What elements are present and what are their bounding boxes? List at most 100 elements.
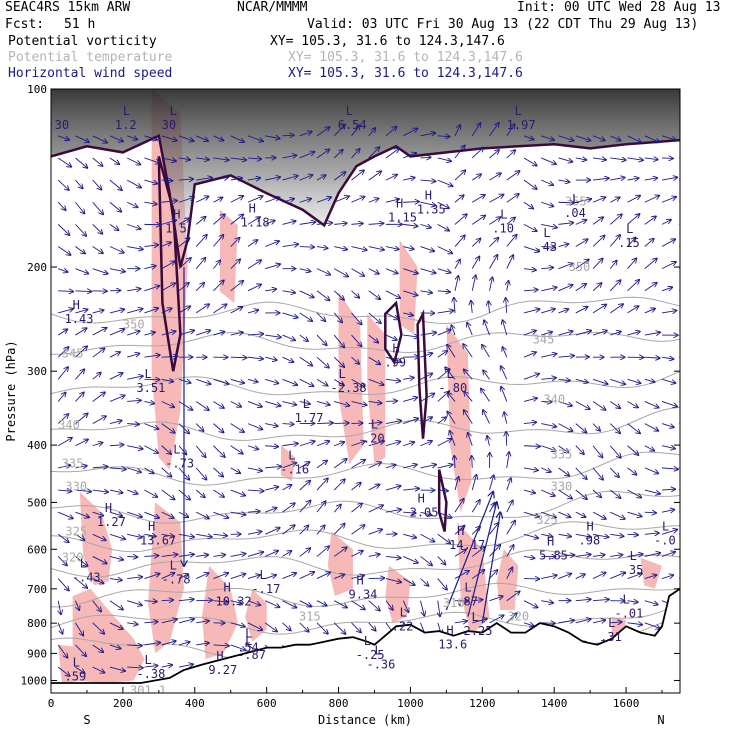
wind-vector bbox=[403, 397, 417, 402]
wind-vector bbox=[403, 247, 414, 250]
wind-vector bbox=[351, 460, 365, 469]
wind-vector bbox=[316, 356, 329, 368]
wind-vector bbox=[679, 555, 680, 557]
stratosphere-shading bbox=[51, 89, 680, 267]
theta-label: 335 bbox=[62, 457, 84, 471]
wind-vector bbox=[454, 550, 466, 557]
theta-label: 325 bbox=[536, 513, 558, 527]
wind-vector bbox=[661, 287, 672, 291]
wind-vector bbox=[333, 547, 347, 557]
wind-vector bbox=[316, 334, 327, 345]
wind-vector bbox=[161, 573, 175, 579]
wind-vector bbox=[144, 445, 158, 453]
wind-vector bbox=[368, 128, 376, 137]
wind-vector bbox=[506, 613, 517, 624]
wind-vector bbox=[679, 423, 680, 425]
wind-vector bbox=[454, 145, 465, 159]
pv-shade-region bbox=[72, 588, 145, 683]
wind-vector bbox=[523, 157, 537, 166]
wind-vector bbox=[178, 664, 193, 667]
wind-vector bbox=[178, 179, 193, 180]
wind-vector bbox=[471, 301, 472, 313]
wind-vector bbox=[454, 195, 464, 203]
wind-vector bbox=[316, 268, 330, 275]
wind-vector bbox=[213, 332, 224, 335]
wind-vector bbox=[385, 356, 401, 362]
pv-shade-region bbox=[148, 502, 184, 654]
wind-vector bbox=[403, 512, 415, 513]
wind-vector bbox=[144, 467, 153, 474]
wind-vector bbox=[178, 330, 194, 336]
extremum-value: .04 bbox=[564, 206, 586, 220]
extremum-kind: L bbox=[173, 443, 180, 457]
wind-vector bbox=[334, 223, 347, 224]
wind-vector bbox=[316, 175, 326, 181]
wind-vector bbox=[489, 475, 494, 491]
wind-vector bbox=[126, 179, 141, 187]
wind-vector bbox=[575, 511, 586, 517]
wind-vector bbox=[482, 345, 490, 358]
wind-vector bbox=[627, 280, 640, 292]
pv-shade-region bbox=[367, 313, 386, 464]
wind-vector bbox=[506, 500, 513, 513]
extremum-value: 1.43 bbox=[65, 312, 94, 326]
wind-vector bbox=[368, 198, 379, 203]
extremum-value: 6.54 bbox=[338, 118, 367, 132]
extremum-kind: H bbox=[587, 520, 594, 534]
wind-vector bbox=[420, 465, 436, 469]
wind-vector bbox=[109, 157, 119, 164]
wind-vector bbox=[420, 157, 430, 158]
wind-vector bbox=[385, 268, 398, 274]
wind-vector bbox=[627, 601, 638, 603]
extremum-kind: L bbox=[144, 653, 151, 667]
wind-vector bbox=[109, 533, 125, 539]
wind-vector bbox=[575, 199, 591, 203]
wind-vector bbox=[247, 357, 263, 359]
extremum-kind: L bbox=[80, 557, 87, 571]
theta-label: 320 bbox=[507, 610, 529, 624]
wind-vector bbox=[464, 369, 473, 380]
wind-vector bbox=[368, 334, 378, 343]
wind-vector bbox=[230, 554, 246, 557]
wind-vector bbox=[558, 331, 573, 336]
wind-vector bbox=[575, 489, 587, 499]
wind-vector bbox=[265, 289, 276, 291]
wind-vector bbox=[627, 135, 641, 142]
wind-vector bbox=[403, 335, 418, 337]
wind-vector bbox=[282, 176, 297, 181]
wind-vector bbox=[523, 269, 536, 270]
stratosphere-band bbox=[51, 89, 680, 267]
pv-contour-loop bbox=[437, 469, 448, 532]
wind-vector bbox=[351, 378, 364, 386]
wind-vector bbox=[501, 387, 508, 402]
wind-vector bbox=[75, 157, 87, 168]
wind-vector bbox=[299, 622, 309, 632]
wind-vector bbox=[368, 290, 380, 299]
wind-vector bbox=[299, 481, 311, 491]
x-tick-label: 0 bbox=[48, 697, 55, 710]
wind-vector bbox=[213, 135, 223, 141]
wind-vector bbox=[265, 446, 278, 447]
wind-vector bbox=[144, 423, 158, 429]
wind-vector bbox=[299, 462, 310, 469]
wind-vector bbox=[333, 150, 343, 159]
wind-vector bbox=[247, 600, 260, 606]
wind-vector bbox=[368, 171, 381, 181]
wind-vector bbox=[333, 124, 345, 137]
wind-vector bbox=[644, 332, 660, 335]
wind-vector bbox=[316, 478, 328, 491]
wind-vector bbox=[230, 135, 244, 142]
wind-vector bbox=[523, 290, 538, 291]
wind-vector bbox=[385, 509, 401, 512]
extremum-value: 9.34 bbox=[349, 587, 378, 601]
wind-vector bbox=[471, 275, 475, 291]
wind-vector bbox=[610, 197, 619, 203]
extremum-kind: L bbox=[73, 656, 80, 670]
wind-vector bbox=[247, 334, 263, 335]
wind-vector bbox=[316, 600, 327, 606]
wind-vector bbox=[334, 196, 349, 203]
wind-vector bbox=[213, 177, 228, 180]
wind-vector bbox=[230, 467, 241, 473]
wind-vector bbox=[541, 157, 556, 164]
wind-vector bbox=[351, 149, 359, 159]
